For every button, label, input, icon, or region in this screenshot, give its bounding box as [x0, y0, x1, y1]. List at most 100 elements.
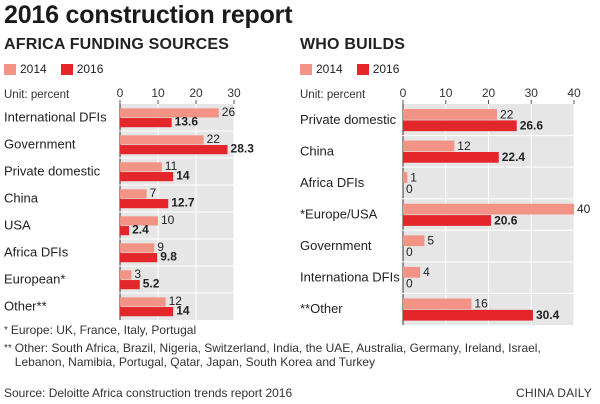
value-label-2016: 22.4: [502, 150, 526, 164]
bar-2014: [120, 135, 204, 145]
value-label-2016: 28.3: [231, 142, 255, 156]
x-tick-label: 10: [439, 86, 453, 100]
legend-swatch-2016: [356, 63, 369, 75]
value-label-2016: 0: [406, 182, 413, 196]
right-chart-title: WHO BUILDS: [300, 36, 406, 53]
bar-2014: [403, 203, 574, 215]
category-label: Private domestic: [300, 112, 397, 127]
bar-2014: [120, 108, 219, 118]
x-tick-label: 0: [400, 86, 407, 100]
value-label-2016: 0: [406, 245, 413, 259]
value-label-2016: 20.6: [494, 213, 518, 227]
footnote-other-text: Other: South Africa, Brazil, Nigeria, Sw…: [14, 341, 541, 369]
value-label-2014: 12: [457, 139, 471, 153]
x-tick-label: 40: [567, 86, 581, 100]
category-label: Government: [300, 238, 372, 253]
bar-2016: [403, 215, 492, 226]
value-label-2014: 7: [150, 186, 157, 200]
value-label-2014: 9: [157, 240, 164, 254]
value-label-2014: 5: [427, 234, 434, 248]
bar-2016: [120, 226, 130, 236]
bar-2016: [120, 280, 140, 290]
value-label-2016: 14: [176, 304, 190, 318]
footnote-europe-text: Europe: UK, France, Italy, Portugal: [10, 323, 197, 337]
legend-label-2014: 2014: [20, 62, 47, 76]
value-label-2016: 13.6: [175, 115, 199, 129]
bar-2016: [120, 307, 174, 317]
value-label-2016: 14: [176, 169, 190, 183]
legend-swatch-2014: [4, 63, 16, 75]
value-label-2014: 40: [577, 202, 591, 216]
category-label: Africa DFIs: [4, 245, 69, 260]
footnote-mark: *: [4, 325, 8, 336]
bar-2016: [120, 172, 174, 182]
page-title: 2016 construction report: [4, 1, 293, 29]
x-tick-label: 20: [482, 86, 496, 100]
value-label-2014: 22: [207, 132, 221, 146]
category-label: Other**: [4, 299, 47, 314]
bar-2014: [120, 297, 166, 307]
category-label: USA: [4, 218, 31, 233]
bar-2016: [403, 120, 517, 132]
value-label-2014: 16: [474, 297, 488, 311]
legend-swatch-2014: [300, 63, 312, 75]
footnote-mark: **: [4, 343, 12, 354]
right-legend: 2014 2016: [300, 62, 413, 76]
category-label: Internationa DFIs: [300, 270, 400, 285]
value-label-2016: 30.4: [536, 308, 560, 322]
value-label-2016: 12.7: [171, 196, 195, 210]
bar-2014: [120, 189, 147, 199]
value-label-2016: 2.4: [132, 223, 149, 237]
category-label: *Europe/USA: [300, 207, 378, 222]
category-label: China: [300, 143, 335, 158]
value-label-2016: 26.6: [520, 119, 544, 133]
footnote-other: ** Other: South Africa, Brazil, Nigeria, …: [4, 341, 564, 369]
x-tick-label: 20: [189, 86, 203, 100]
left-legend: 2014 2016: [4, 62, 117, 76]
unit-label: Unit: percent: [4, 89, 70, 101]
bar-2014: [403, 266, 421, 278]
category-label: Africa DFIs: [300, 175, 365, 190]
category-label: **Other: [300, 301, 343, 316]
legend-label-2016: 2016: [372, 62, 400, 76]
value-label-2014: 11: [165, 159, 178, 173]
value-label-2016: 9.8: [160, 250, 177, 264]
bar-2014: [403, 298, 472, 310]
bar-2016: [120, 118, 172, 128]
bar-2016: [120, 145, 228, 155]
unit-label: Unit: percent: [300, 89, 366, 101]
value-label-2014: 1: [410, 170, 417, 184]
bar-2014: [120, 243, 155, 253]
bar-2014: [120, 270, 132, 280]
x-tick-label: 10: [151, 86, 165, 100]
legend-label-2014: 2014: [316, 62, 343, 76]
value-label-2014: 26: [222, 105, 236, 119]
category-label: International DFIs: [4, 110, 107, 125]
footnote-europe: * Europe: UK, France, Italy, Portugal: [4, 323, 564, 338]
credit-label: CHINA DAILY: [516, 386, 592, 400]
bar-2014: [403, 235, 425, 247]
bar-2016: [403, 309, 533, 321]
left-chart-title: AFRICA FUNDING SOURCES: [4, 36, 230, 53]
x-tick-label: 30: [525, 86, 539, 100]
bar-2014: [403, 172, 408, 183]
bar-2016: [120, 199, 169, 209]
bar-2014: [120, 162, 162, 172]
value-label-2014: 3: [134, 267, 141, 281]
bar-2016: [120, 253, 158, 263]
category-label: European*: [4, 272, 65, 287]
value-label-2014: 22: [500, 107, 514, 121]
value-label-2016: 5.2: [143, 277, 160, 291]
funding-sources-chart: 0 10 20 30 Unit: percent International DFIs 26…: [4, 86, 254, 320]
value-label-2016: 0: [406, 277, 413, 291]
bar-2014: [403, 140, 455, 152]
x-tick-label: 0: [117, 86, 124, 100]
bar-2016: [403, 151, 499, 163]
bar-2014: [403, 109, 498, 120]
legend-swatch-2016: [60, 63, 73, 75]
x-tick-label: 30: [227, 86, 241, 100]
category-label: China: [4, 191, 39, 206]
value-label-2014: 4: [423, 265, 430, 279]
